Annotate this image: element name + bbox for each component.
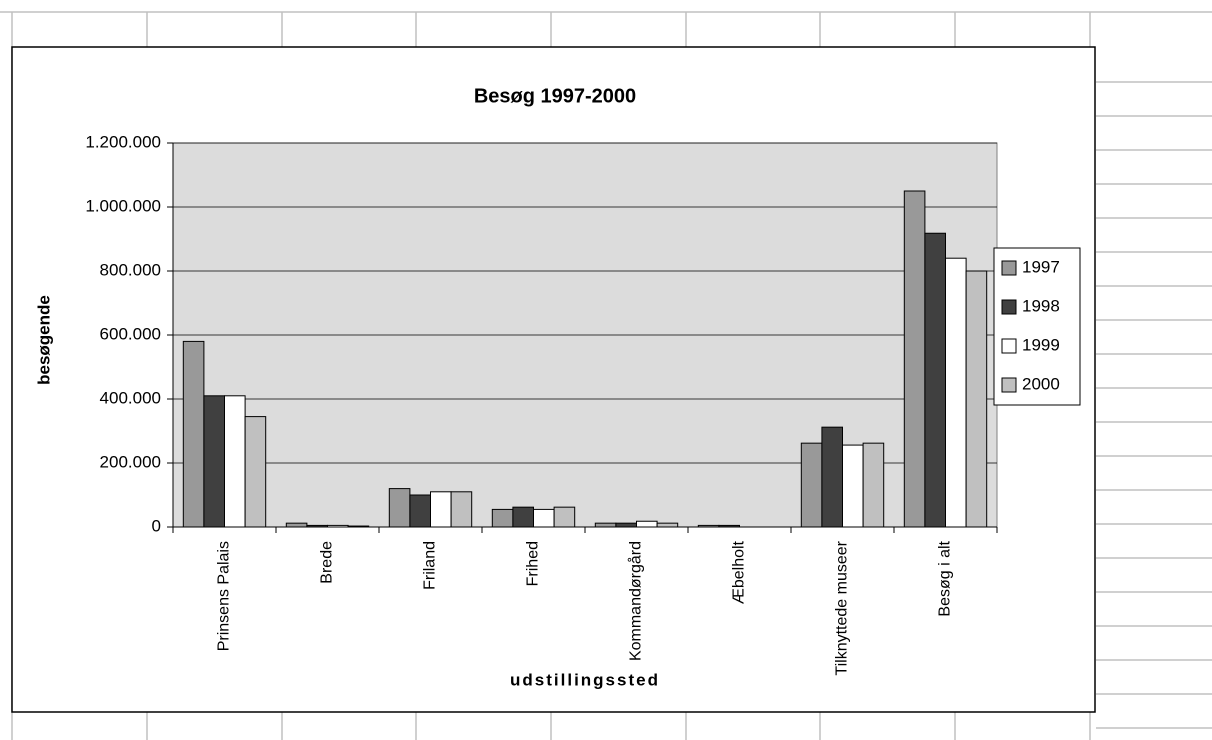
- bar: [924, 232, 947, 528]
- bar: [450, 491, 473, 528]
- bar: [800, 442, 823, 528]
- bar: [491, 508, 514, 528]
- bar: [615, 522, 638, 528]
- y-tick-label: 800.000: [100, 260, 161, 279]
- legend-swatch: [1001, 260, 1017, 276]
- x-tick-label: Æbelholt: [731, 540, 748, 604]
- y-tick-label: 1.000.000: [85, 196, 161, 215]
- x-tick-label: Brede: [319, 541, 336, 584]
- x-tick-label: Friland: [422, 541, 439, 590]
- chart-title: Besøg 1997-2000: [474, 85, 636, 107]
- y-tick-label: 400.000: [100, 388, 161, 407]
- legend-label: 1998: [1022, 296, 1060, 315]
- y-tick-label: 0: [152, 516, 161, 535]
- x-axis-title: udstillingssted: [510, 670, 660, 689]
- legend-swatch: [1001, 338, 1017, 354]
- bar: [224, 395, 246, 528]
- x-tick-label: Besøg i alt: [937, 540, 954, 616]
- bar: [409, 494, 431, 528]
- bar: [862, 442, 885, 528]
- y-tick-label: 600.000: [100, 324, 161, 343]
- bar: [842, 444, 864, 528]
- legend-swatch: [1001, 377, 1017, 393]
- bar: [965, 270, 988, 528]
- bar: [594, 522, 617, 528]
- bar: [203, 395, 225, 528]
- bar: [182, 340, 205, 528]
- legend-swatch: [1001, 299, 1017, 315]
- bar: [553, 506, 576, 528]
- bar: [636, 520, 658, 528]
- bar: [697, 524, 720, 528]
- bar: [327, 524, 349, 528]
- bar: [718, 524, 741, 528]
- bar: [903, 190, 926, 528]
- legend-label: 1997: [1022, 257, 1060, 276]
- y-tick-label: 1.200.000: [85, 132, 161, 151]
- bar: [306, 524, 328, 528]
- legend-label: 1999: [1022, 335, 1060, 354]
- bar: [656, 522, 679, 528]
- bar: [533, 508, 555, 528]
- bar: [821, 426, 844, 528]
- x-tick-label: Kommandørgård: [627, 541, 645, 661]
- y-tick-label: 200.000: [100, 452, 161, 471]
- legend-label: 2000: [1022, 374, 1060, 393]
- bar: [430, 491, 452, 528]
- bar: [512, 506, 535, 528]
- bar: [945, 257, 967, 528]
- x-tick-label: Frihed: [525, 541, 542, 586]
- y-axis-title: besøgende: [34, 295, 53, 385]
- x-tick-label: Prinsens Palais: [216, 541, 233, 651]
- bar: [388, 488, 411, 528]
- bar: [244, 416, 267, 528]
- bar: [347, 525, 370, 528]
- x-tick-label: Tilknyttede museer: [834, 540, 851, 675]
- bar: [285, 522, 308, 528]
